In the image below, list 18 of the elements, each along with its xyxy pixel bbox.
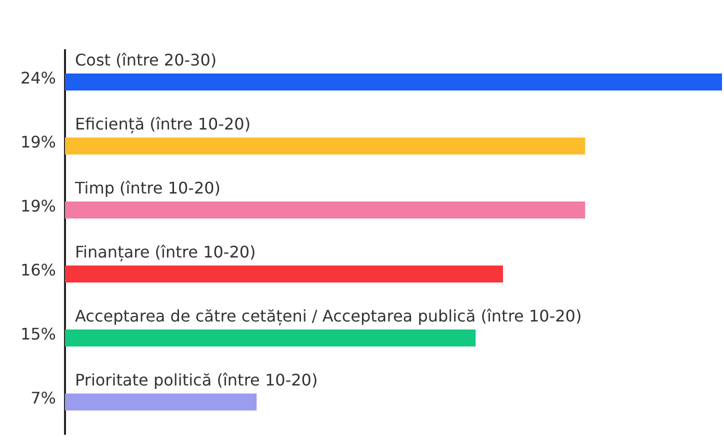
bar (65, 394, 257, 410)
bar (65, 202, 586, 218)
bar (65, 138, 586, 154)
bar (65, 74, 722, 90)
bar (65, 330, 476, 346)
data-label: 15% (20, 324, 56, 344)
data-label: 7% (30, 388, 56, 408)
data-label: 19% (20, 196, 56, 216)
data-label: 24% (20, 68, 56, 88)
bar (65, 266, 503, 282)
data-label: 16% (20, 260, 56, 280)
y-tick-label: Eficiență (între 10-20) (75, 114, 251, 134)
y-tick-label: Acceptarea de către cetățeni / Acceptarea publică (între 10-20) (75, 306, 582, 326)
y-tick-label: Finanțare (între 10-20) (75, 242, 256, 262)
y-tick-label: Timp (între 10-20) (74, 178, 221, 198)
y-tick-label: Prioritate politică (între 10-20) (75, 370, 318, 390)
y-tick-label: Cost (între 20-30) (75, 50, 217, 70)
data-label: 19% (20, 132, 56, 152)
